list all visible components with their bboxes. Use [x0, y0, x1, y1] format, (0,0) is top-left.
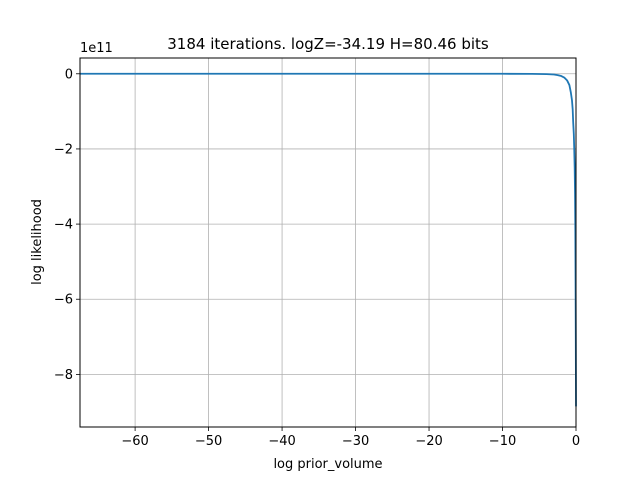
x-axis-label: log prior_volume [273, 457, 382, 472]
x-tick-label: −60 [121, 434, 148, 449]
y-axis-label: log likelihood [30, 199, 45, 285]
x-tick-label: −30 [342, 434, 369, 449]
y-tick-label: −2 [54, 142, 73, 157]
x-tick-label: 0 [572, 434, 580, 449]
y-offset-label: 1e11 [80, 41, 113, 56]
x-tick-label: −10 [489, 434, 516, 449]
x-axis-ticks: −60 −50 −40 −30 −20 −10 0 [121, 427, 580, 449]
y-tick-label: −6 [54, 293, 73, 308]
y-tick-label: −8 [54, 368, 73, 383]
series-line [80, 72, 577, 407]
y-tick-label: 0 [65, 67, 73, 82]
chart-title: 3184 iterations. logZ=-34.19 H=80.46 bit… [167, 35, 489, 53]
y-axis-ticks: 0 −2 −4 −6 −8 [54, 67, 80, 383]
x-tick-label: −40 [268, 434, 295, 449]
series-group [80, 72, 577, 407]
y-tick-label: −4 [54, 218, 73, 233]
x-tick-label: −20 [415, 434, 442, 449]
x-tick-label: −50 [195, 434, 222, 449]
grid-lines [80, 58, 577, 427]
plot-frame [79, 57, 577, 428]
